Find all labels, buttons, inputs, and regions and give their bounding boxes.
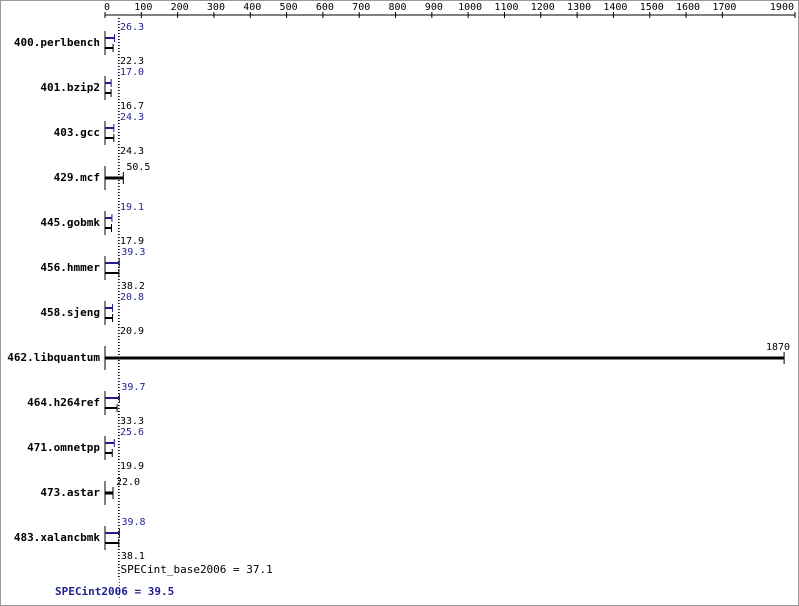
- x-tick-label: 1100: [494, 2, 518, 13]
- value-label: 50.5: [126, 162, 150, 173]
- x-tick-label: 1400: [603, 2, 627, 13]
- x-tick-label: 1600: [676, 2, 700, 13]
- value-label: 22.0: [116, 477, 140, 488]
- benchmark-name: 458.sjeng: [40, 306, 100, 319]
- reference-label: SPECint_base2006 = 37.1: [120, 563, 272, 576]
- benchmark-name: 471.omnetpp: [27, 441, 100, 454]
- base-value-label: 38.1: [121, 551, 145, 562]
- x-tick-label: 500: [280, 2, 298, 13]
- x-tick-label: 1200: [531, 2, 555, 13]
- base-value-label: 16.7: [120, 101, 144, 112]
- base-value-label: 20.9: [120, 326, 144, 337]
- base-value-label: 22.3: [120, 56, 144, 67]
- x-tick-label: 200: [171, 2, 189, 13]
- x-tick-label: 300: [207, 2, 225, 13]
- peak-value-label: 24.3: [120, 112, 144, 123]
- benchmark-name: 464.h264ref: [27, 396, 100, 409]
- benchmark-name: 400.perlbench: [14, 36, 100, 49]
- peak-value-label: 25.6: [120, 427, 144, 438]
- peak-value-label: 39.7: [121, 382, 145, 393]
- benchmark-name: 473.astar: [40, 486, 100, 499]
- x-tick-label: 400: [243, 2, 261, 13]
- peak-value-label: 39.8: [121, 517, 145, 528]
- value-label: 1870: [766, 342, 790, 353]
- base-value-label: 38.2: [121, 281, 145, 292]
- x-tick-label: 0: [104, 2, 110, 13]
- peak-value-label: 26.3: [120, 22, 144, 33]
- peak-value-label: 20.8: [120, 292, 144, 303]
- x-tick-label: 600: [316, 2, 334, 13]
- x-tick-label: 1900: [770, 2, 794, 13]
- x-tick-label: 800: [388, 2, 406, 13]
- benchmark-name: 483.xalancbmk: [14, 531, 100, 544]
- benchmark-name: 456.hmmer: [40, 261, 100, 274]
- x-tick-label: 1000: [458, 2, 482, 13]
- benchmark-name: 462.libquantum: [7, 351, 100, 364]
- benchmark-name: 403.gcc: [54, 126, 100, 139]
- peak-value-label: 17.0: [120, 67, 144, 78]
- base-value-label: 33.3: [120, 416, 144, 427]
- reference-label: SPECint2006 = 39.5: [55, 585, 174, 598]
- benchmark-name: 429.mcf: [54, 171, 100, 184]
- x-tick-label: 1300: [567, 2, 591, 13]
- x-tick-label: 1500: [640, 2, 664, 13]
- x-tick-label: 900: [425, 2, 443, 13]
- peak-value-label: 19.1: [120, 202, 144, 213]
- benchmark-name: 445.gobmk: [40, 216, 100, 229]
- x-tick-label: 1700: [712, 2, 736, 13]
- x-tick-label: 700: [352, 2, 370, 13]
- peak-value-label: 39.3: [121, 247, 145, 258]
- base-value-label: 24.3: [120, 146, 144, 157]
- x-tick-label: 100: [134, 2, 152, 13]
- base-value-label: 17.9: [120, 236, 144, 247]
- base-value-label: 19.9: [120, 461, 144, 472]
- benchmark-name: 401.bzip2: [40, 81, 100, 94]
